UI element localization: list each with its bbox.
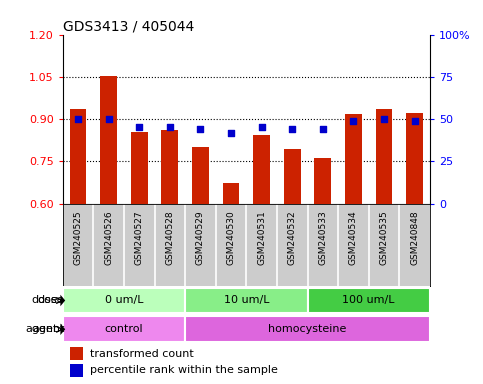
Text: GSM240526: GSM240526 (104, 210, 113, 265)
Point (380, 116, 388, 122)
Text: GDS3413 / 405044: GDS3413 / 405044 (63, 20, 194, 33)
Text: 100 um/L: 100 um/L (342, 295, 395, 306)
Bar (70, 347, 83, 360)
Text: GSM240534: GSM240534 (349, 210, 358, 265)
Point (411, 118, 418, 124)
Text: GSM240535: GSM240535 (380, 210, 388, 265)
Text: transformed count: transformed count (90, 349, 194, 359)
Text: GSM240525: GSM240525 (73, 210, 83, 265)
Bar (161, 130, 178, 204)
Text: GSM240533: GSM240533 (318, 210, 327, 265)
Text: GSM240532: GSM240532 (288, 210, 297, 265)
Text: GSM240527: GSM240527 (135, 210, 144, 265)
Point (166, 124, 174, 131)
Text: homocysteine: homocysteine (269, 324, 347, 334)
Bar (100, 76, 117, 204)
Text: GSM240529: GSM240529 (196, 210, 205, 265)
Bar (70, 364, 83, 376)
Text: percentile rank within the sample: percentile rank within the sample (90, 365, 278, 375)
Point (135, 124, 143, 131)
Bar (192, 147, 209, 204)
Point (105, 116, 113, 122)
Bar (185, 288, 308, 313)
Bar (345, 114, 362, 204)
Point (74, 116, 82, 122)
Text: dose: dose (38, 295, 64, 306)
Point (319, 126, 327, 132)
Text: agent: agent (32, 324, 64, 334)
Bar (376, 109, 392, 204)
Text: GSM240528: GSM240528 (165, 210, 174, 265)
Point (197, 126, 204, 132)
Point (258, 124, 266, 131)
Bar (63, 288, 185, 313)
Bar (253, 135, 270, 204)
Bar (308, 288, 430, 313)
Bar (131, 132, 148, 204)
Text: agent: agent (26, 324, 58, 334)
Text: 0 um/L: 0 um/L (105, 295, 143, 306)
Text: 10 um/L: 10 um/L (224, 295, 269, 306)
Text: dose: dose (31, 295, 58, 306)
Bar (284, 149, 300, 204)
Bar (314, 158, 331, 204)
Text: GSM240530: GSM240530 (227, 210, 236, 265)
Bar (406, 113, 423, 204)
Point (288, 126, 296, 132)
Point (350, 118, 357, 124)
Text: control: control (105, 324, 143, 334)
Bar (223, 183, 240, 204)
Text: GSM240848: GSM240848 (410, 210, 419, 265)
Bar (185, 316, 430, 342)
Bar (63, 316, 185, 342)
Point (227, 129, 235, 136)
Bar (70, 109, 86, 204)
Text: GSM240531: GSM240531 (257, 210, 266, 265)
